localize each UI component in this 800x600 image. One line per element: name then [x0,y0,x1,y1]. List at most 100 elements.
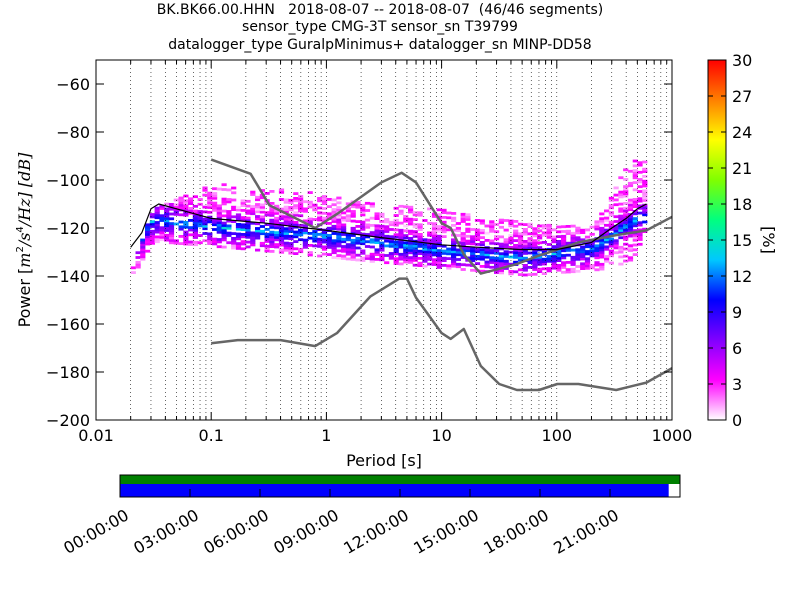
heatmap-cell [613,239,619,243]
heatmap-cell [145,237,151,241]
heatmap-cell [575,265,581,268]
heatmap-cell [474,262,481,265]
heatmap-cell [393,206,399,210]
heatmap-cell [584,262,591,265]
heatmap-cell [479,265,485,268]
heatmap-cell [412,223,418,226]
heatmap-cell [527,273,533,276]
heatmap-cell [255,231,261,235]
heatmap-cell [517,249,524,252]
heatmap-cell [221,200,227,203]
heatmap-cell [575,255,581,259]
heatmap-cell [642,196,648,200]
heatmap-cell [168,222,175,225]
heatmap-cell [178,199,184,202]
heatmap-cell [221,228,227,232]
heatmap-cell [455,248,461,252]
y-tick-label: −180 [46,363,90,382]
heatmap-cell [561,270,567,274]
heatmap-cell [517,242,524,245]
heatmap-cell [408,246,414,250]
heatmap-cell [341,249,347,253]
x-tick-label: 1000 [652,426,693,445]
heatmap-cell [580,238,586,242]
heatmap-cell [298,199,304,203]
heatmap-cell [321,245,328,249]
heatmap-cell [326,253,332,256]
heatmap-cell [632,169,638,172]
heatmap-cell [207,201,213,205]
heatmap-cell [355,225,361,228]
heatmap-cell [145,249,151,253]
heatmap-cell [212,201,218,205]
heatmap-cell [278,229,285,233]
heatmap-cell [412,244,418,248]
heatmap-cell [341,254,347,258]
heatmap-cell [360,249,366,253]
heatmap-cell [522,232,528,236]
heatmap-cell [283,232,289,235]
heatmap-cell [565,261,571,264]
heatmap-cell [618,214,624,218]
heatmap-cell [537,234,543,237]
heatmap-cell [632,217,638,220]
heatmap-cell [240,204,246,207]
heatmap-cell [608,252,614,255]
heatmap-cell [398,257,404,261]
heatmap-cell [298,214,304,218]
heatmap-cell [321,238,328,242]
heatmap-cell [561,249,567,253]
heatmap-cell [527,222,533,226]
heatmap-cell [288,227,294,231]
heatmap-cell [293,223,299,227]
heatmap-cell [331,220,337,223]
heatmap-cell [341,247,347,251]
heatmap-cell [188,219,194,222]
heatmap-cell [374,217,380,220]
heatmap-cell [240,247,246,251]
heatmap-cell [202,220,208,223]
heatmap-cell [451,252,457,256]
heatmap-cell [522,264,528,267]
heatmap-cell [627,234,634,238]
heatmap-cell [264,228,270,231]
heatmap-cell [379,258,385,262]
heatmap-cell [580,228,586,232]
heatmap-cell [183,221,189,224]
heatmap-cell [235,225,242,229]
colorbar-tick-label: 12 [732,267,752,286]
heatmap-cell [604,216,610,220]
heatmap-cell [422,238,428,242]
heatmap-cell [623,223,629,227]
heatmap-cell [446,211,452,215]
heatmap-cell [623,211,629,215]
heatmap-cell [599,248,605,252]
heatmap-cell [393,240,399,244]
heatmap-cell [360,242,366,246]
heatmap-cell [202,210,208,214]
heatmap-cell [345,252,351,256]
heatmap-cell [341,225,347,229]
heatmap-cell [427,257,433,261]
heatmap-cell [431,258,438,262]
heatmap-cell [164,229,170,232]
heatmap-cell [145,225,151,229]
heatmap-cell [556,266,562,270]
heatmap-cell [618,236,624,240]
heatmap-cell [594,239,600,243]
heatmap-cell [479,255,485,259]
heatmap-cell [479,253,485,256]
heatmap-cell [613,229,619,233]
heatmap-cell [135,260,141,264]
heatmap-cell [527,246,533,250]
grid-layer [130,60,668,420]
heatmap-cell [288,220,294,224]
heatmap-cell [522,249,528,253]
heatmap-cell [255,227,261,230]
heatmap-cell [627,217,634,221]
heatmap-cell [288,234,294,238]
heatmap-cell [580,252,586,256]
heatmap-cell [159,226,165,230]
heatmap-cell [479,241,485,244]
heatmap-cell [197,219,203,223]
